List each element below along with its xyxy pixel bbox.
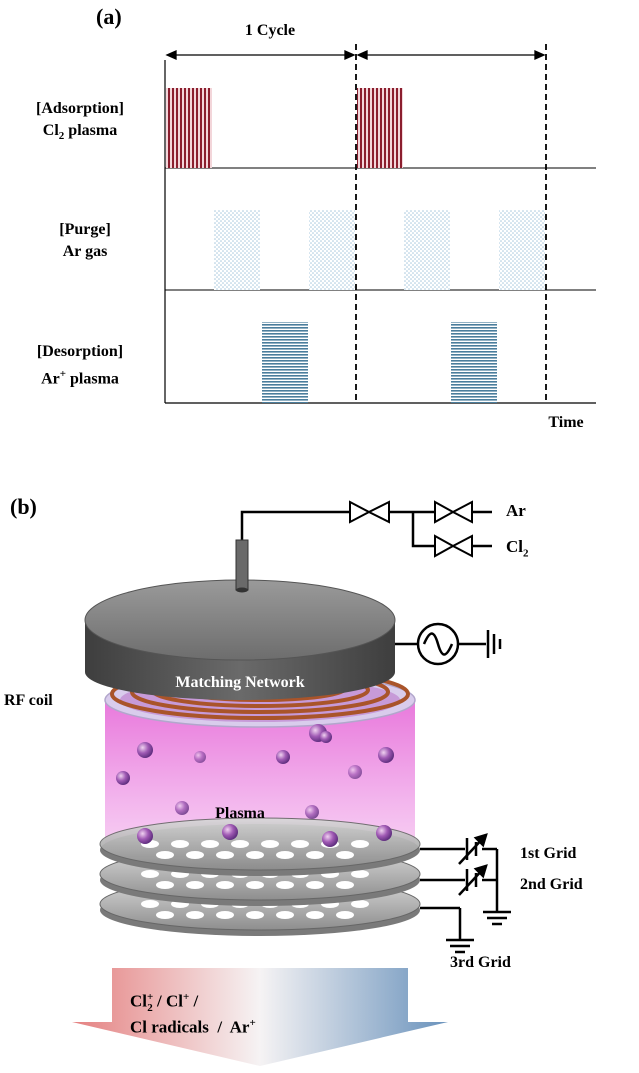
desorption-pulse-1 (262, 322, 308, 403)
adsorption-label: [Adsorption] Cl2 plasma (10, 98, 150, 147)
purge-pulse-3 (404, 210, 450, 290)
valve-main-icon (349, 500, 390, 524)
adsorption-label-line2: Cl2 plasma (42, 122, 118, 143)
ground-icon-grids (483, 908, 511, 926)
grid3-label: 3rd Grid (450, 954, 511, 971)
panel-b-label: (b) (10, 494, 37, 519)
grid2-label: 2nd Grid (520, 876, 583, 893)
timing-diagram (164, 44, 596, 404)
matching-network-label: Matching Network (175, 674, 305, 691)
variable-supply-1-icon (458, 833, 488, 865)
ground-icon-grid3 (446, 938, 474, 954)
time-axis-label: Time (548, 414, 584, 431)
matching-network-box (84, 539, 396, 700)
panel-a-label: (a) (96, 4, 122, 29)
beam-species-line1: Cl+2 / Cl+ / (130, 991, 199, 1015)
plasma-label: Plasma (215, 805, 265, 822)
adsorption-pulse-2 (357, 88, 403, 168)
cycle-arrow-2 (356, 49, 546, 61)
purge-pulse-4 (499, 210, 545, 290)
grid1-label: 1st Grid (520, 845, 577, 862)
purge-label-line1: [Purge] (59, 221, 111, 238)
desorption-pulse-2 (451, 322, 497, 403)
adsorption-pulse-1 (166, 88, 212, 168)
adsorption-label-line1: [Adsorption] (35, 100, 124, 117)
purge-label-line2: Ar gas (62, 243, 108, 260)
grid-bias-circuit (420, 847, 499, 940)
valve-cl2-icon (434, 534, 473, 558)
gas-cl2-label: Cl2 (506, 537, 529, 560)
beam-species-line2: Cl radicals / Ar+ (130, 1017, 256, 1037)
variable-supply-2-icon (458, 864, 488, 896)
ion-beam-arrow (72, 968, 448, 1066)
desorption-label-line2: Ar+ plasma (41, 368, 119, 388)
desorption-label-line1: [Desorption] (36, 343, 124, 360)
ground-icon-rf (486, 630, 502, 658)
desorption-label: [Desorption] Ar+ plasma (10, 341, 150, 390)
gas-ar-label: Ar (506, 501, 526, 520)
rf-coil-label: RF coil (4, 692, 53, 709)
purge-pulse-1 (214, 210, 260, 290)
gas-line-system (240, 510, 492, 548)
rf-source-icon (395, 622, 486, 666)
purge-label: [Purge] Ar gas (30, 219, 140, 263)
cycle-label: 1 Cycle (244, 22, 296, 39)
grid-1 (99, 817, 421, 876)
purge-pulse-2 (309, 210, 355, 290)
cycle-arrow-1 (165, 49, 356, 61)
valve-ar-icon (434, 500, 473, 524)
